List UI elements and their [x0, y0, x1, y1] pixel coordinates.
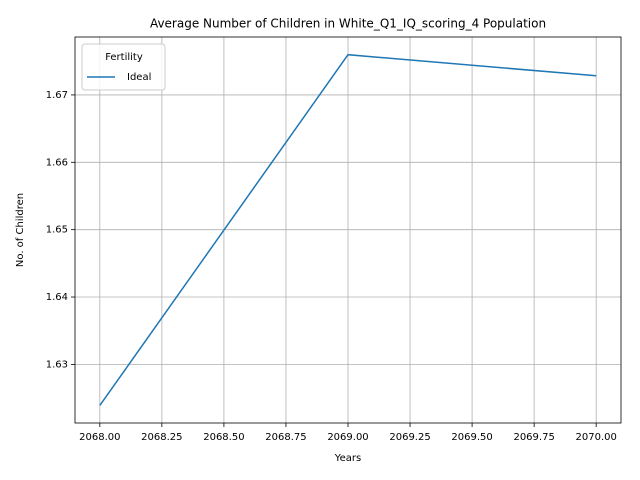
- legend-title: Fertility: [105, 52, 143, 63]
- x-tick-label: 2068.25: [141, 432, 182, 443]
- y-axis-label: No. of Children: [15, 193, 26, 267]
- x-axis-label: Years: [334, 453, 361, 464]
- y-tick-label: 1.67: [46, 90, 68, 101]
- y-tick-label: 1.64: [46, 292, 68, 303]
- data-line: [99, 53, 597, 406]
- y-tick-label: 1.65: [46, 225, 68, 236]
- chart-title: Average Number of Children in White_Q1_I…: [150, 17, 546, 31]
- y-tick-label: 1.66: [46, 157, 68, 168]
- x-tick-label: 2070.00: [576, 432, 617, 443]
- x-tick-label: 2068.75: [265, 432, 306, 443]
- x-tick-label: 2069.00: [327, 432, 368, 443]
- legend-box: [81, 43, 166, 91]
- x-tick-label: 2068.00: [79, 432, 120, 443]
- x-tick-label: 2068.50: [203, 432, 244, 443]
- x-tick-label: 2069.50: [451, 432, 492, 443]
- plot-frame: [74, 36, 622, 424]
- legend-label: Ideal: [127, 72, 151, 83]
- x-tick-label: 2069.75: [513, 432, 554, 443]
- x-tick-label: 2069.25: [389, 432, 430, 443]
- y-tick-label: 1.63: [46, 359, 68, 370]
